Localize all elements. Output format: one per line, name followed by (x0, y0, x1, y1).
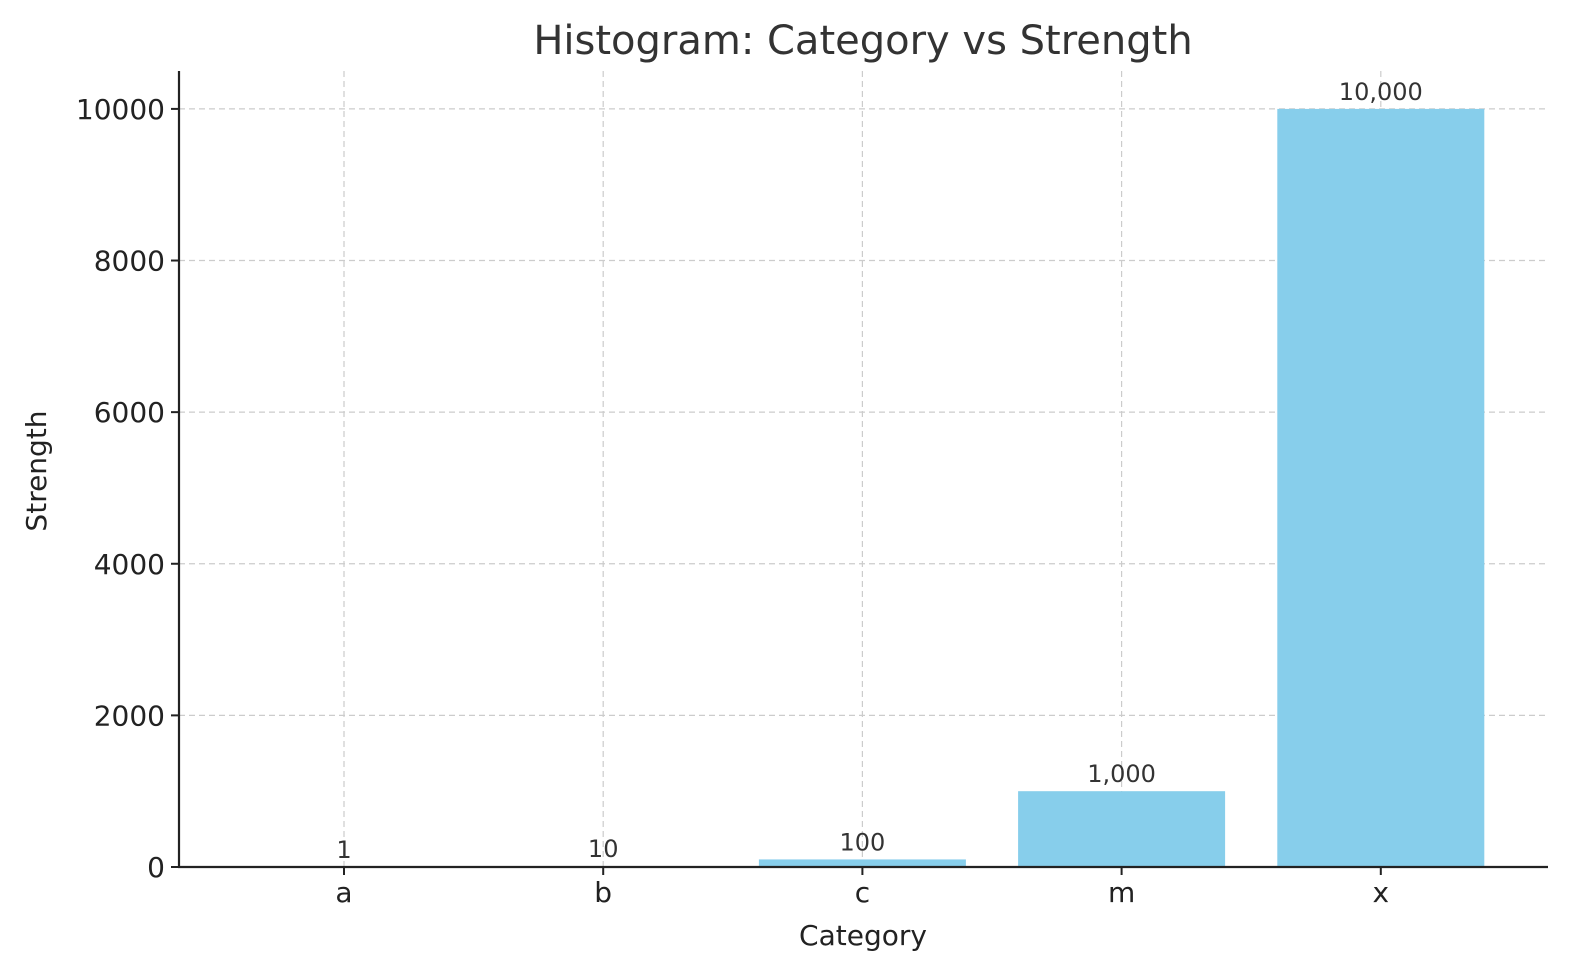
x-tick-label-a: a (335, 876, 352, 909)
bar-x (1277, 108, 1485, 867)
y-tick-label-1: 2000 (94, 699, 165, 732)
bars (240, 108, 1485, 867)
data-label-b: 10 (588, 835, 619, 863)
tick-labels: 0 2000 4000 6000 8000 10000 a b c m x (76, 93, 1389, 909)
chart-title: Histogram: Category vs Strength (533, 18, 1192, 64)
y-tick-label-4: 8000 (94, 245, 165, 278)
data-label-m: 1,000 (1087, 760, 1156, 788)
data-label-c: 100 (839, 828, 885, 856)
y-tick-label-5: 10000 (76, 93, 165, 126)
axes (171, 71, 1548, 875)
data-labels: 1 10 100 1,000 10,000 (336, 78, 1422, 864)
x-tick-label-x: x (1373, 876, 1390, 909)
y-tick-label-2: 4000 (94, 548, 165, 581)
bar-m (1018, 791, 1226, 867)
x-tick-label-b: b (594, 876, 612, 909)
bar-c (758, 859, 966, 867)
x-tick-label-c: c (855, 876, 870, 909)
y-tick-label-0: 0 (147, 851, 165, 884)
x-tick-label-m: m (1108, 876, 1135, 909)
x-axis-label: Category (799, 919, 927, 952)
y-tick-label-3: 6000 (94, 396, 165, 429)
data-label-a: 1 (336, 836, 351, 864)
y-axis-label: Strength (20, 410, 53, 531)
data-label-x: 10,000 (1339, 78, 1423, 106)
